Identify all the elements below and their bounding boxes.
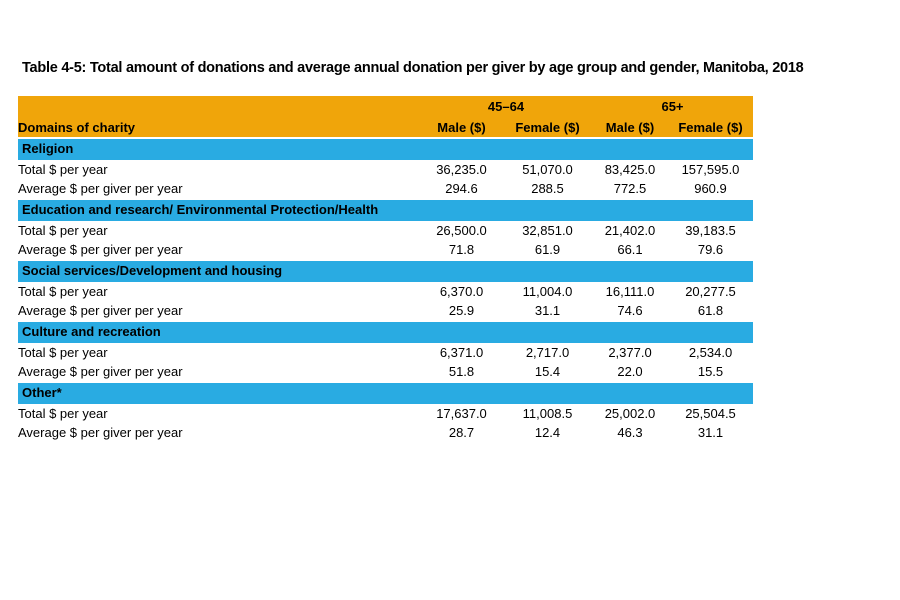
corner-cell (18, 96, 420, 118)
value-cell: 36,235.0 (420, 160, 503, 179)
total-row-label: Total $ per year (18, 282, 420, 301)
total-row-label: Total $ per year (18, 343, 420, 362)
value-cell: 15.5 (668, 362, 753, 381)
value-cell: 26,500.0 (420, 221, 503, 240)
section-header-education: Education and research/ Environmental Pr… (18, 198, 753, 221)
value-cell: 32,851.0 (503, 221, 592, 240)
value-cell: 16,111.0 (592, 282, 668, 301)
value-cell: 12.4 (503, 423, 592, 442)
value-cell: 2,377.0 (592, 343, 668, 362)
value-cell: 157,595.0 (668, 160, 753, 179)
section-row-social-services: Social services/Development and housing (18, 259, 753, 282)
value-cell: 20,277.5 (668, 282, 753, 301)
value-cell: 2,534.0 (668, 343, 753, 362)
section-header-other: Other* (18, 381, 753, 404)
table-row-average: Average $ per giver per year 71.8 61.9 6… (18, 240, 753, 259)
average-row-label: Average $ per giver per year (18, 240, 420, 259)
age-group-65plus-header: 65+ (592, 96, 753, 118)
table-row-average: Average $ per giver per year 28.7 12.4 4… (18, 423, 753, 442)
page-title: Table 4-5: Total amount of donations and… (22, 60, 804, 76)
section-row-culture: Culture and recreation (18, 320, 753, 343)
male-65plus-header: Male ($) (592, 118, 668, 137)
value-cell: 294.6 (420, 179, 503, 198)
donations-table: 45–64 65+ Domains of charity Male ($) Fe… (18, 96, 753, 442)
value-cell: 6,370.0 (420, 282, 503, 301)
header-row-columns: Domains of charity Male ($) Female ($) M… (18, 118, 753, 137)
value-cell: 22.0 (592, 362, 668, 381)
value-cell: 6,371.0 (420, 343, 503, 362)
table-row-total: Total $ per year 6,371.0 2,717.0 2,377.0… (18, 343, 753, 362)
average-row-label: Average $ per giver per year (18, 179, 420, 198)
value-cell: 51.8 (420, 362, 503, 381)
value-cell: 2,717.0 (503, 343, 592, 362)
table-row-average: Average $ per giver per year 25.9 31.1 7… (18, 301, 753, 320)
value-cell: 31.1 (503, 301, 592, 320)
table-row-average: Average $ per giver per year 51.8 15.4 2… (18, 362, 753, 381)
section-row-education: Education and research/ Environmental Pr… (18, 198, 753, 221)
section-header-culture: Culture and recreation (18, 320, 753, 343)
value-cell: 25,002.0 (592, 404, 668, 423)
table-row-total: Total $ per year 26,500.0 32,851.0 21,40… (18, 221, 753, 240)
value-cell: 66.1 (592, 240, 668, 259)
domains-of-charity-header: Domains of charity (18, 118, 420, 137)
value-cell: 15.4 (503, 362, 592, 381)
table-row-total: Total $ per year 36,235.0 51,070.0 83,42… (18, 160, 753, 179)
value-cell: 11,004.0 (503, 282, 592, 301)
average-row-label: Average $ per giver per year (18, 423, 420, 442)
total-row-label: Total $ per year (18, 404, 420, 423)
value-cell: 25,504.5 (668, 404, 753, 423)
average-row-label: Average $ per giver per year (18, 301, 420, 320)
table-row-average: Average $ per giver per year 294.6 288.5… (18, 179, 753, 198)
section-header-social-services: Social services/Development and housing (18, 259, 753, 282)
value-cell: 960.9 (668, 179, 753, 198)
section-row-religion: Religion (18, 137, 753, 160)
value-cell: 772.5 (592, 179, 668, 198)
value-cell: 71.8 (420, 240, 503, 259)
female-45-64-header: Female ($) (503, 118, 592, 137)
male-45-64-header: Male ($) (420, 118, 503, 137)
value-cell: 74.6 (592, 301, 668, 320)
female-65plus-header: Female ($) (668, 118, 753, 137)
section-header-religion: Religion (18, 137, 753, 160)
value-cell: 288.5 (503, 179, 592, 198)
age-group-45-64-header: 45–64 (420, 96, 592, 118)
value-cell: 21,402.0 (592, 221, 668, 240)
value-cell: 17,637.0 (420, 404, 503, 423)
value-cell: 46.3 (592, 423, 668, 442)
value-cell: 61.9 (503, 240, 592, 259)
section-row-other: Other* (18, 381, 753, 404)
value-cell: 79.6 (668, 240, 753, 259)
table-row-total: Total $ per year 6,370.0 11,004.0 16,111… (18, 282, 753, 301)
value-cell: 51,070.0 (503, 160, 592, 179)
value-cell: 25.9 (420, 301, 503, 320)
average-row-label: Average $ per giver per year (18, 362, 420, 381)
header-row-age-groups: 45–64 65+ (18, 96, 753, 118)
value-cell: 39,183.5 (668, 221, 753, 240)
table-row-total: Total $ per year 17,637.0 11,008.5 25,00… (18, 404, 753, 423)
value-cell: 11,008.5 (503, 404, 592, 423)
value-cell: 83,425.0 (592, 160, 668, 179)
total-row-label: Total $ per year (18, 221, 420, 240)
value-cell: 31.1 (668, 423, 753, 442)
value-cell: 61.8 (668, 301, 753, 320)
total-row-label: Total $ per year (18, 160, 420, 179)
value-cell: 28.7 (420, 423, 503, 442)
